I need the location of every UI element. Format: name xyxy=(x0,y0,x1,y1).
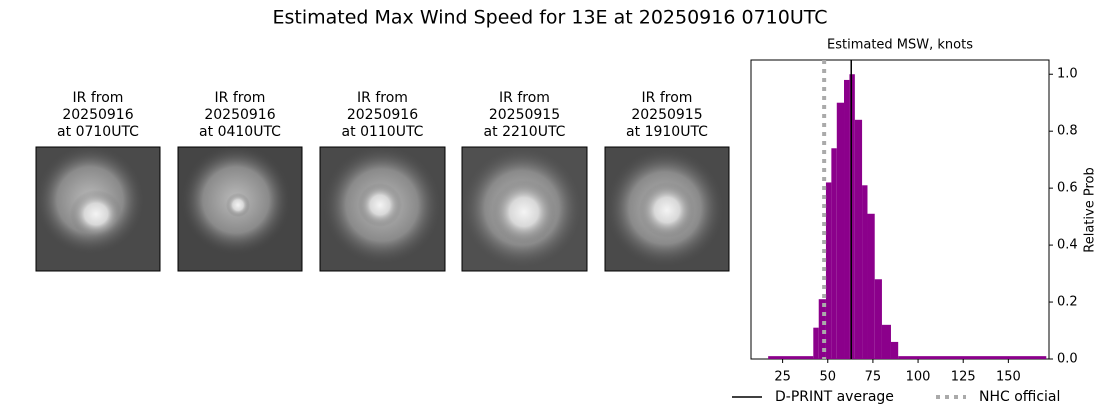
y-tick-label: 0.2 xyxy=(1057,295,1078,310)
panel-title: 20250915 xyxy=(489,107,560,123)
bar xyxy=(844,79,850,359)
y-tick-label: 1.0 xyxy=(1057,67,1078,82)
bar xyxy=(768,356,814,359)
x-tick-label: 100 xyxy=(906,370,931,385)
panel-title: at 0110UTC xyxy=(342,124,424,140)
ir-image xyxy=(177,145,303,272)
bar xyxy=(813,327,819,359)
ir-image xyxy=(35,145,161,272)
x-tick-label: 125 xyxy=(951,370,976,385)
chart-title: Estimated MSW, knots xyxy=(827,38,973,53)
bar xyxy=(898,356,1047,359)
bar xyxy=(890,341,899,359)
bar xyxy=(881,324,891,359)
y-tick-label: 0.4 xyxy=(1057,238,1078,253)
legend-label: D-PRINT average xyxy=(775,389,894,405)
bar xyxy=(862,185,868,359)
panel-title: at 1910UTC xyxy=(626,124,708,140)
y-tick-label: 0.8 xyxy=(1057,124,1078,139)
panels xyxy=(35,145,730,272)
x-tick-label: 75 xyxy=(865,370,882,385)
bar xyxy=(867,213,875,359)
panel-title: at 0710UTC xyxy=(57,124,139,140)
panel-title: at 0410UTC xyxy=(199,124,281,140)
ir-image xyxy=(460,146,588,272)
bar xyxy=(874,279,882,359)
panel-title: IR from xyxy=(499,90,550,106)
x-tick-label: 25 xyxy=(774,370,791,385)
y-axis-label: Relative Prob xyxy=(1083,167,1098,252)
panel-title: IR from xyxy=(357,90,408,106)
ir-image xyxy=(319,145,446,272)
bar xyxy=(836,102,845,359)
bar xyxy=(825,182,832,359)
x-tick-label: 150 xyxy=(996,370,1021,385)
panel-title: IR from xyxy=(642,90,693,106)
bar xyxy=(831,148,837,359)
y-tick-label: 0.6 xyxy=(1057,181,1078,196)
bar xyxy=(849,74,855,359)
ir-image xyxy=(604,146,730,272)
panel-title: 20250916 xyxy=(204,107,275,123)
panel-title: 20250915 xyxy=(631,107,702,123)
figure-title: Estimated Max Wind Speed for 13E at 2025… xyxy=(272,7,827,29)
panel-title: 20250916 xyxy=(62,107,133,123)
legend-label: NHC official xyxy=(979,389,1060,405)
panel-title: 20250916 xyxy=(347,107,418,123)
plot-frame xyxy=(750,59,1050,360)
panel-title: IR from xyxy=(215,90,266,106)
panel-title: at 2210UTC xyxy=(484,124,566,140)
bar xyxy=(854,119,863,359)
panel-title: IR from xyxy=(73,90,124,106)
x-tick-label: 50 xyxy=(819,370,836,385)
y-tick-label: 0.0 xyxy=(1057,352,1078,367)
bar xyxy=(818,299,826,359)
